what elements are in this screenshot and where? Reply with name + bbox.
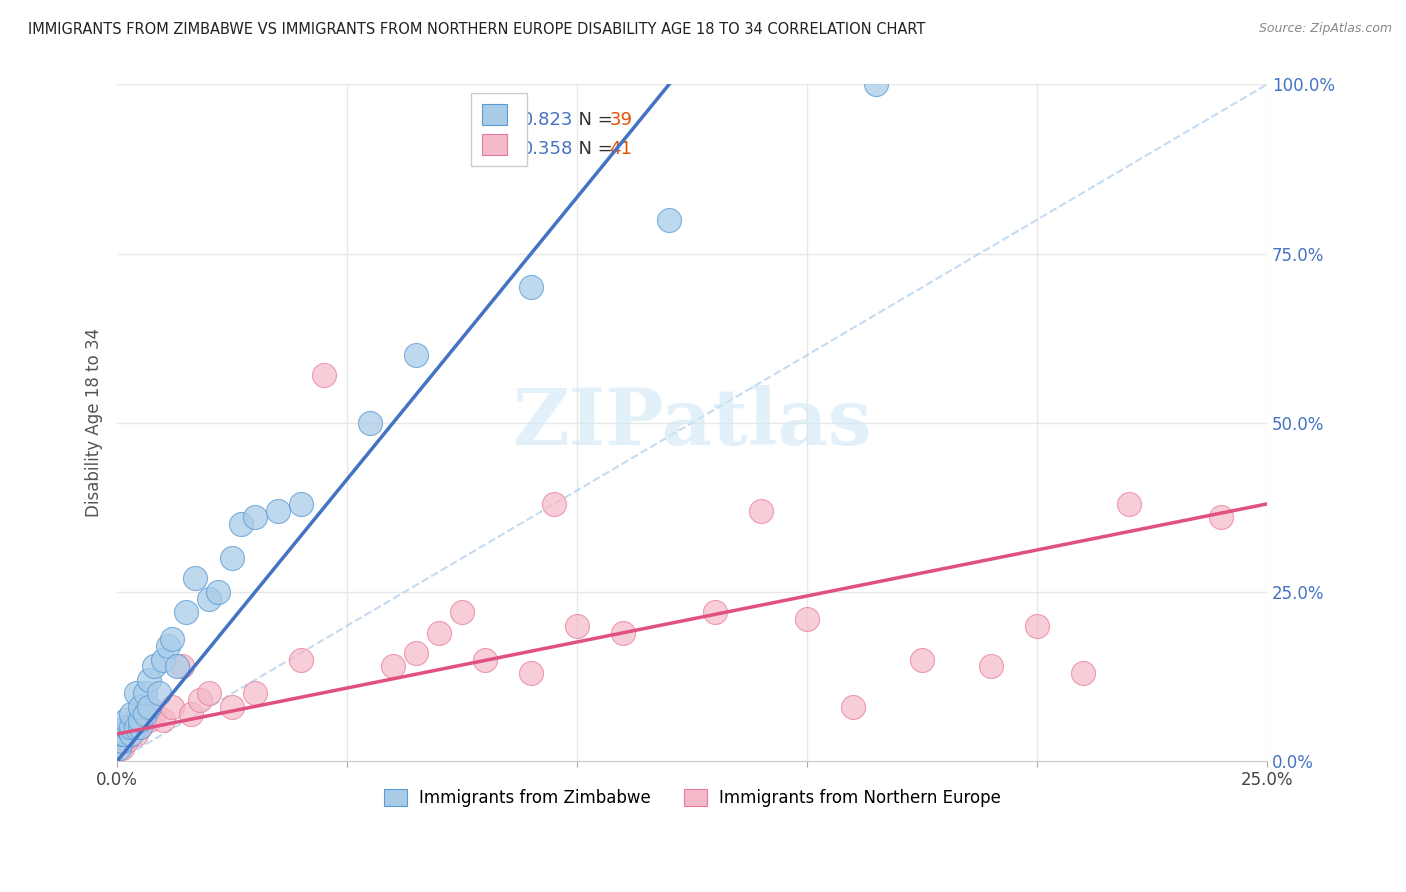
Point [120, 727, 142, 741]
Point [1026, 619, 1049, 633]
Point [221, 551, 243, 566]
Point [108, 740, 131, 755]
Point [1209, 510, 1232, 524]
Point [156, 639, 179, 653]
Point [115, 714, 138, 728]
Point [314, 368, 336, 383]
Point [152, 652, 174, 666]
Point [612, 625, 634, 640]
Point [124, 720, 146, 734]
Point [115, 720, 138, 734]
Point [180, 706, 202, 721]
Point [115, 727, 138, 741]
Point [129, 720, 152, 734]
Point [221, 700, 243, 714]
Point [474, 652, 496, 666]
Point [865, 78, 887, 92]
Point [359, 416, 381, 430]
Point [148, 686, 170, 700]
Text: N =: N = [567, 140, 619, 159]
Text: 39: 39 [609, 111, 633, 128]
Text: R =: R = [479, 111, 519, 128]
Point [120, 706, 142, 721]
Point [749, 504, 772, 518]
Point [166, 659, 188, 673]
Point [1118, 497, 1140, 511]
Point [143, 659, 166, 673]
Point [134, 686, 156, 700]
Point [134, 714, 156, 728]
Point [129, 720, 152, 734]
Point [129, 714, 152, 728]
Point [120, 720, 142, 734]
Point [658, 212, 681, 227]
Point [138, 700, 160, 714]
Point [842, 700, 865, 714]
Point [543, 497, 565, 511]
Text: 0.823: 0.823 [522, 111, 574, 128]
Point [704, 605, 727, 619]
Point [111, 733, 134, 747]
Point [980, 659, 1002, 673]
Text: IMMIGRANTS FROM ZIMBABWE VS IMMIGRANTS FROM NORTHERN EUROPE DISABILITY AGE 18 TO: IMMIGRANTS FROM ZIMBABWE VS IMMIGRANTS F… [28, 22, 925, 37]
Point [405, 348, 427, 362]
Point [111, 727, 134, 741]
Point [174, 605, 197, 619]
Point [124, 686, 146, 700]
Point [290, 497, 312, 511]
Point [207, 585, 229, 599]
Point [162, 632, 184, 647]
Point [198, 686, 221, 700]
Point [124, 714, 146, 728]
Point [382, 659, 405, 673]
Point [231, 517, 253, 532]
Point [129, 700, 152, 714]
Point [120, 720, 142, 734]
Point [152, 714, 174, 728]
Text: R =: R = [479, 140, 519, 159]
Point [796, 612, 818, 626]
Point [143, 706, 166, 721]
Text: N =: N = [567, 111, 619, 128]
Point [290, 652, 312, 666]
Point [405, 646, 427, 660]
Point [162, 700, 184, 714]
Point [188, 693, 211, 707]
Point [138, 714, 160, 728]
Point [911, 652, 934, 666]
Point [115, 720, 138, 734]
Point [124, 727, 146, 741]
Legend: Immigrants from Zimbabwe, Immigrants from Northern Europe: Immigrants from Zimbabwe, Immigrants fro… [377, 782, 1007, 814]
Text: Source: ZipAtlas.com: Source: ZipAtlas.com [1258, 22, 1392, 36]
Point [112, 727, 135, 741]
Point [520, 666, 543, 681]
Point [565, 619, 588, 633]
Point [520, 280, 543, 294]
Point [111, 740, 134, 755]
Point [243, 510, 266, 524]
Text: 0.358: 0.358 [522, 140, 574, 159]
Point [198, 591, 221, 606]
Text: ZIPatlas: ZIPatlas [512, 384, 872, 461]
Point [184, 571, 207, 585]
Y-axis label: Disability Age 18 to 34: Disability Age 18 to 34 [86, 328, 103, 517]
Point [267, 504, 290, 518]
Point [451, 605, 474, 619]
Point [1071, 666, 1094, 681]
Text: 41: 41 [609, 140, 633, 159]
Point [243, 686, 266, 700]
Point [427, 625, 450, 640]
Point [138, 673, 160, 687]
Point [115, 733, 138, 747]
Point [134, 706, 156, 721]
Point [111, 733, 134, 747]
Point [120, 727, 142, 741]
Point [170, 659, 193, 673]
